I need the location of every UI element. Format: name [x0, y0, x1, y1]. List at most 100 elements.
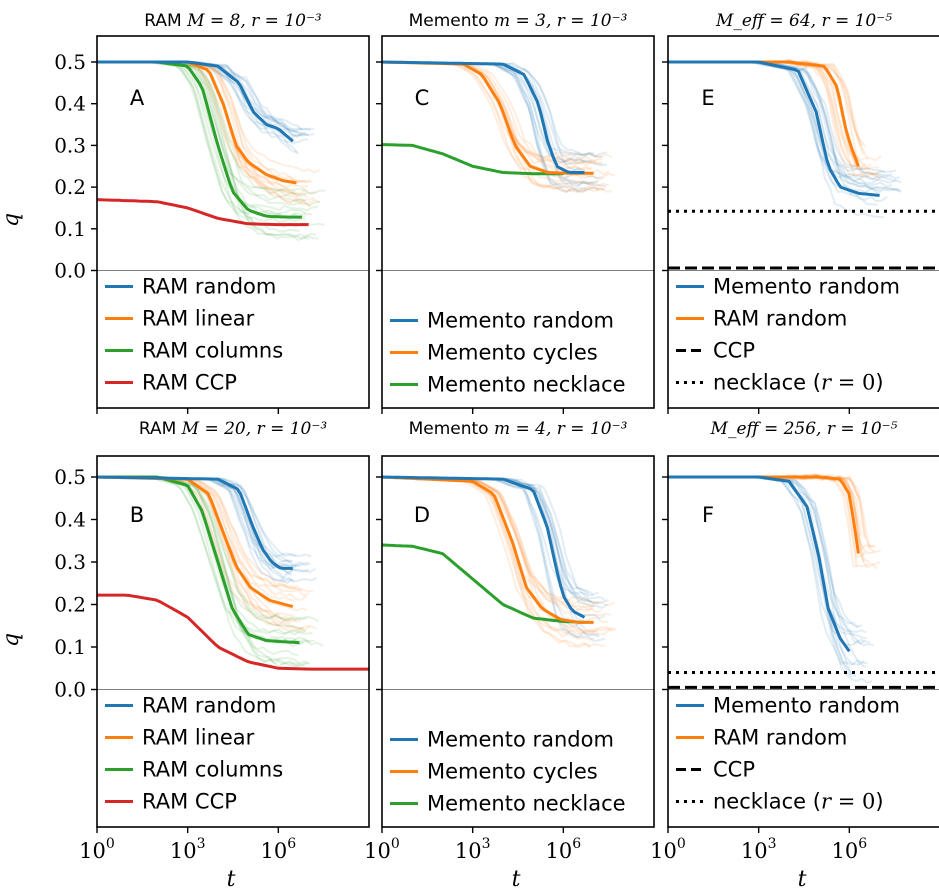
legend: RAM random RAM linear RAM columns RAM CCP	[105, 275, 283, 395]
panel-letter: F	[702, 503, 714, 527]
panel-title-prefix: Memento	[409, 11, 494, 31]
x-axis-label: t	[512, 867, 521, 892]
panel-title-math: m = 4, r = 10⁻³	[494, 419, 628, 439]
y-tick-label: 0.4	[54, 92, 86, 116]
legend-label: RAM CCP	[142, 790, 237, 814]
series-line	[97, 60, 294, 143]
panel-title: Memento m = 4, r = 10⁻³	[409, 419, 628, 439]
ensemble-trace	[668, 61, 900, 191]
series-line	[668, 475, 860, 554]
panel-title-prefix: RAM	[144, 11, 187, 31]
x-tick-label: 103	[170, 836, 206, 863]
ensemble-trace	[668, 476, 863, 628]
series-line	[668, 475, 851, 653]
axes-frame	[96, 455, 370, 828]
legend-label: RAM columns	[142, 758, 283, 782]
x-axis-label: t	[227, 867, 236, 892]
ensemble-trace	[668, 473, 858, 568]
ensemble-trace	[668, 476, 859, 629]
legend-label: CCP	[713, 758, 755, 782]
legend: Memento random Memento cycles Memento neck…	[390, 309, 626, 397]
legend-label: RAM linear	[142, 726, 255, 750]
legend-label: RAM columns	[142, 339, 283, 363]
panel-E: E Memento random RAM random CCP necklace (r …	[662, 35, 939, 414]
plot-area	[97, 475, 369, 671]
x-tick-label: 100	[79, 836, 115, 863]
ensemble-trace	[668, 61, 902, 185]
y-tick-label: 0.0	[54, 259, 86, 283]
panel-F: 100 103 106 F Memento random RAM random CCP nec…	[650, 455, 939, 863]
series-line	[382, 543, 585, 624]
series-line	[668, 60, 880, 197]
legend-label: CCP	[713, 339, 755, 363]
legend-label: Memento cycles	[427, 760, 598, 784]
y-axis-label: q	[0, 633, 24, 647]
legend: Memento random Memento cycles Memento neck…	[390, 728, 626, 816]
panel-title-math: M = 8, r = 10⁻³	[186, 11, 322, 31]
ensemble-trace	[382, 61, 603, 165]
panel-title-math: m = 3, r = 10⁻³	[494, 11, 628, 31]
legend-label: RAM linear	[142, 307, 255, 331]
series-line	[97, 198, 309, 227]
series-line	[97, 475, 293, 570]
x-tick-label: 106	[546, 836, 582, 863]
series-line	[382, 475, 586, 619]
legend-label: Memento random	[427, 728, 614, 752]
ensemble-trace	[668, 61, 897, 174]
x-tick-label: 100	[650, 836, 686, 863]
panel-C: C Memento random Memento cycles Memento nec…	[376, 35, 655, 414]
panel-letter: B	[130, 503, 144, 527]
series-line	[97, 593, 369, 671]
legend: Memento random RAM random CCP necklace (r =…	[676, 694, 900, 814]
y-axis-label: q	[0, 213, 24, 227]
legend-label: necklace (r = 0)	[713, 790, 884, 814]
panel-title: RAM M = 8, r = 10⁻³	[144, 11, 322, 31]
x-axis-label: t	[798, 867, 807, 892]
panel-title: M_eff = 256, r = 10⁻⁵	[710, 419, 898, 439]
panel-title: Memento m = 3, r = 10⁻³	[409, 11, 628, 31]
panel-letter: E	[701, 86, 714, 110]
legend-label: Memento necklace	[427, 373, 626, 397]
ensemble-trace	[668, 61, 896, 180]
x-tick-label: 103	[741, 836, 777, 863]
y-tick-label: 0.3	[54, 133, 86, 157]
ensemble-trace	[668, 61, 880, 189]
series-line	[382, 60, 585, 174]
panel-title-math: M_eff = 256, r = 10⁻⁵	[710, 419, 898, 439]
y-tick-label: 0.2	[54, 175, 86, 199]
panel-title-prefix: RAM	[139, 419, 182, 439]
legend-label: RAM random	[142, 694, 276, 718]
ensemble-trace	[668, 473, 862, 537]
x-tick-label: 106	[261, 836, 297, 863]
x-tick-label: 100	[364, 836, 400, 863]
axes-frame	[96, 35, 370, 409]
legend-label: Memento random	[713, 275, 900, 299]
legend-label: RAM random	[713, 307, 847, 331]
panel-title: RAM M = 20, r = 10⁻³	[139, 419, 328, 439]
legend-label: Memento random	[427, 309, 614, 333]
plot-area	[97, 60, 326, 242]
y-tick-label: 0.1	[54, 217, 86, 241]
ensemble-trace	[668, 474, 859, 527]
x-tick-label: 103	[455, 836, 491, 863]
axes-frame	[667, 35, 939, 409]
ensemble-trace	[668, 473, 867, 559]
legend-label: Memento necklace	[427, 792, 626, 816]
legend-label: RAM CCP	[142, 371, 237, 395]
y-tick-label: 0.4	[54, 508, 86, 532]
panel-title-math: M_eff = 64, r = 10⁻⁵	[715, 11, 892, 31]
legend: RAM random RAM linear RAM columns RAM CCP	[105, 694, 283, 814]
panel-title-prefix: Memento	[409, 419, 494, 439]
plot-area	[382, 60, 616, 194]
panel-title-math: M = 20, r = 10⁻³	[181, 419, 328, 439]
y-tick-label: 0.3	[54, 550, 86, 574]
axes-frame	[381, 35, 655, 409]
panel-letter: D	[414, 503, 430, 527]
y-tick-label: 0.0	[54, 678, 86, 702]
legend-label: necklace (r = 0)	[713, 371, 884, 395]
axes-frame	[667, 455, 939, 828]
legend-label: Memento random	[713, 694, 900, 718]
